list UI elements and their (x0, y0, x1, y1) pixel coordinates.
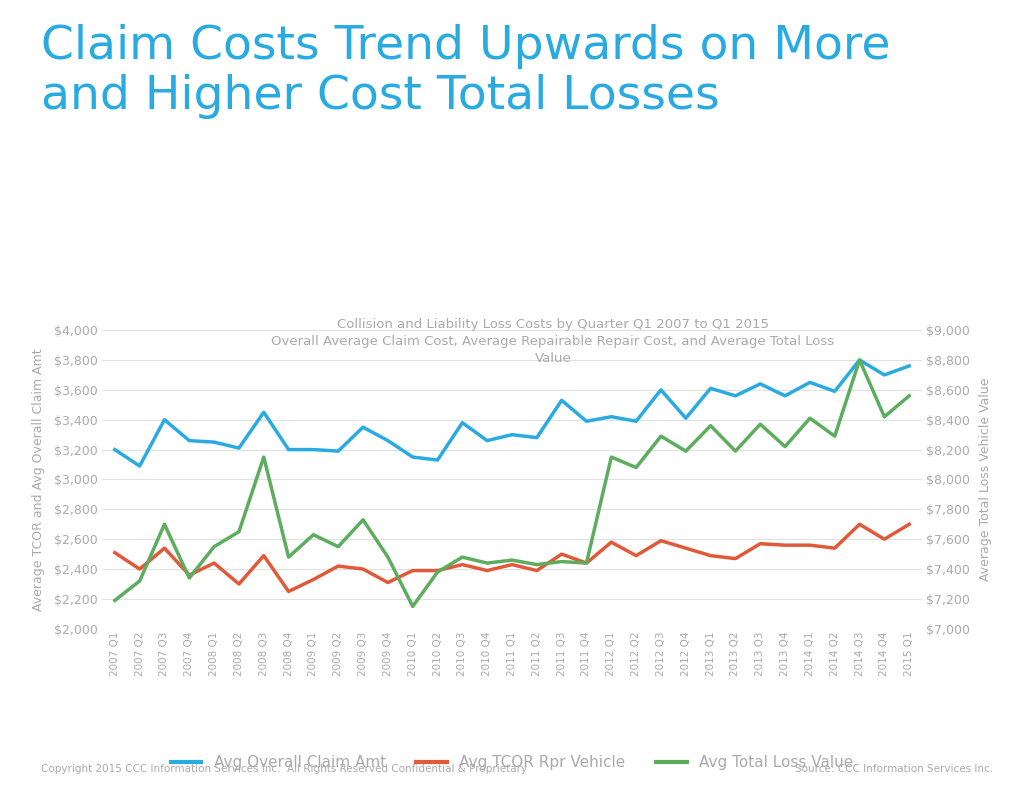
Y-axis label: Average Total Loss Vehicle Value: Average Total Loss Vehicle Value (979, 378, 992, 581)
Text: Source: CCC Information Services Inc.: Source: CCC Information Services Inc. (796, 764, 993, 774)
Text: Copyright 2015 CCC Information Services Inc.  All Rights Reserved Confidential &: Copyright 2015 CCC Information Services … (41, 764, 527, 774)
Y-axis label: Average TCOR and Avg Overall Claim Amt: Average TCOR and Avg Overall Claim Amt (33, 348, 45, 611)
Text: Claim Costs Trend Upwards on More
and Higher Cost Total Losses: Claim Costs Trend Upwards on More and Hi… (41, 24, 891, 119)
Text: Collision and Liability Loss Costs by Quarter Q1 2007 to Q1 2015
Overall Average: Collision and Liability Loss Costs by Qu… (271, 318, 835, 365)
Legend: Avg Overall Claim Amt, Avg TCOR Rpr Vehicle, Avg Total Loss Value: Avg Overall Claim Amt, Avg TCOR Rpr Vehi… (165, 749, 859, 777)
